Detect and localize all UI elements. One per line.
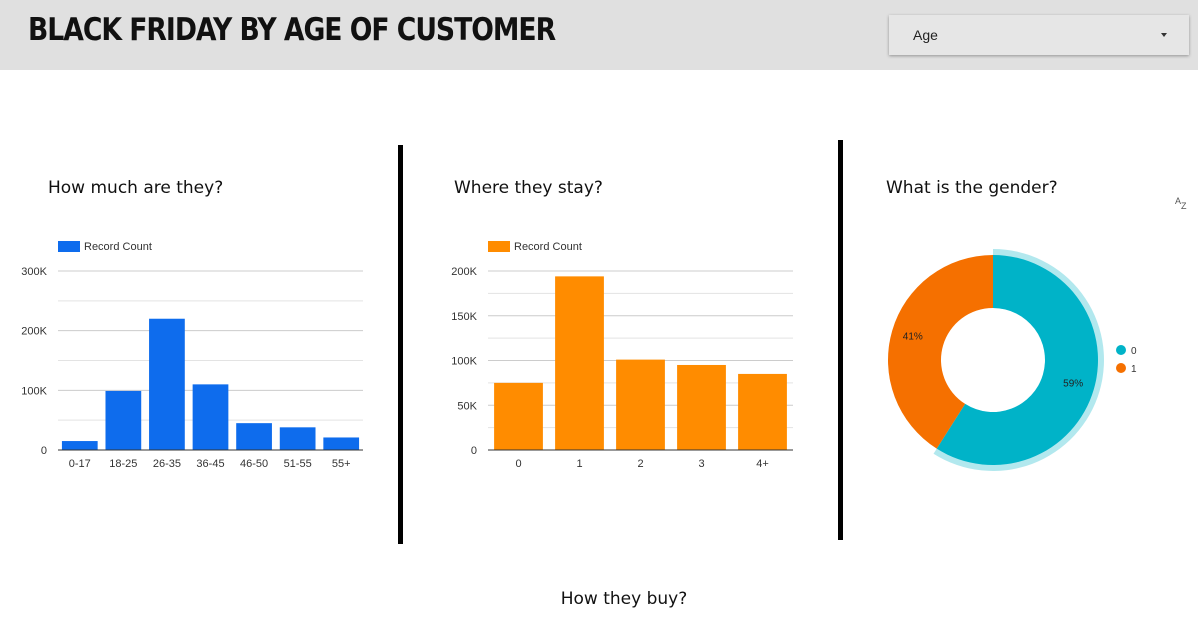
age-bar[interactable] [236, 423, 272, 450]
divider-right [838, 140, 843, 540]
sort-a-glyph: A [1175, 196, 1182, 206]
age-ytick-label: 0 [41, 445, 47, 457]
gender-chart-title: What is the gender? [886, 178, 1058, 198]
stay-ytick-label: 50K [457, 400, 477, 412]
stay-bar[interactable] [494, 382, 543, 450]
gender-slice-0[interactable] [936, 255, 1098, 465]
age-legend-label: Record Count [84, 241, 152, 253]
age-xtick-label: 46-50 [240, 458, 268, 470]
gender-legend-marker [1116, 363, 1126, 373]
age-xtick-label: 36-45 [196, 458, 224, 470]
stay-legend-swatch [488, 241, 510, 252]
stay-chart-title: Where they stay? [454, 178, 603, 198]
age-chart-title: How much are they? [48, 178, 224, 198]
sort-z-glyph: Z [1181, 201, 1187, 211]
stay-bar[interactable] [738, 373, 787, 450]
stay-bar[interactable] [677, 364, 726, 450]
age-bar-chart: Record Count 0 100K 200K 300K 0-17 18-25 26-35 3… [21, 241, 363, 470]
gender-slice-label: 59% [1063, 378, 1083, 389]
age-ytick-label: 200K [21, 326, 47, 338]
how-they-buy-title: How they buy? [560, 589, 688, 609]
age-bar[interactable] [279, 427, 316, 450]
age-bar[interactable] [61, 441, 98, 450]
stay-xtick-label: 4+ [756, 458, 769, 470]
age-xtick-label: 18-25 [109, 458, 137, 470]
stay-ytick-label: 200K [451, 266, 477, 278]
gender-donut-chart: 59% 41% 0 1 [888, 249, 1137, 471]
age-bar[interactable] [149, 318, 185, 450]
age-xtick-label: 26-35 [153, 458, 181, 470]
stay-xtick-label: 3 [698, 458, 704, 470]
header-bar: BLACK FRIDAY BY AGE OF CUSTOMER Age [0, 0, 1198, 70]
age-xtick-label: 0-17 [69, 458, 91, 470]
stay-legend-label: Record Count [514, 241, 582, 253]
age-xtick-label: 51-55 [284, 458, 312, 470]
page-title: BLACK FRIDAY BY AGE OF CUSTOMER [28, 12, 556, 48]
age-bar[interactable] [323, 437, 360, 450]
stay-bar[interactable] [616, 359, 665, 450]
age-bar[interactable] [192, 384, 229, 450]
age-filter-label: Age [913, 27, 938, 43]
stay-ytick-label: 0 [471, 445, 477, 457]
stay-ytick-label: 100K [451, 356, 477, 368]
age-xtick-label: 55+ [332, 458, 351, 470]
age-bar[interactable] [105, 390, 142, 450]
stay-bar-chart: Record Count 0 50K 100K 150K 200K 0 1 2 3 4+ [451, 241, 793, 470]
gender-legend-label: 0 [1131, 346, 1137, 357]
sort-az-icon[interactable]: A Z [1175, 196, 1191, 214]
stay-bar[interactable] [555, 276, 604, 450]
age-ytick-label: 100K [21, 385, 47, 397]
stay-xtick-label: 1 [576, 458, 582, 470]
age-legend-swatch [58, 241, 80, 252]
divider-left [398, 145, 403, 544]
age-filter-dropdown[interactable]: Age [889, 15, 1189, 55]
gender-slice-1[interactable] [888, 255, 993, 449]
stay-xtick-label: 2 [637, 458, 643, 470]
gender-slice-label: 41% [903, 332, 923, 343]
gender-legend-marker [1116, 345, 1126, 355]
stay-xtick-label: 0 [515, 458, 521, 470]
gender-legend-label: 1 [1131, 364, 1137, 375]
age-ytick-label: 300K [21, 266, 47, 278]
stay-ytick-label: 150K [451, 311, 477, 323]
chevron-down-icon [1161, 33, 1167, 37]
